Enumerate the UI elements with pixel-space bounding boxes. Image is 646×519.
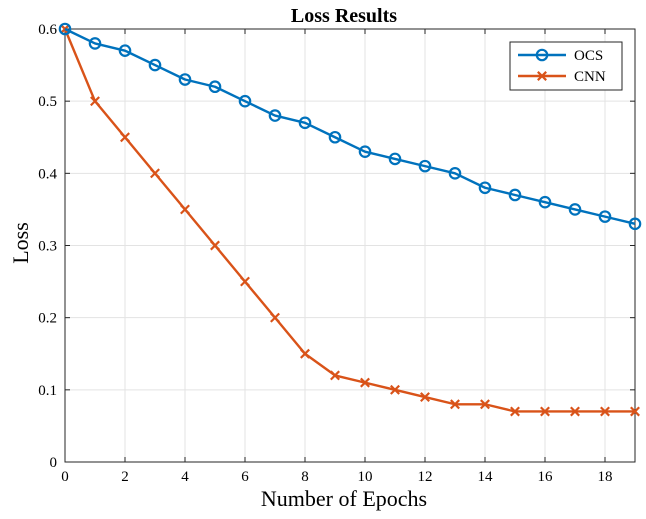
data-point-cnn-stroke-b [210, 240, 220, 251]
data-point-ocs [598, 210, 612, 223]
data-point-ocs [328, 130, 342, 144]
data-point-ocs [88, 37, 102, 50]
data-point-ocs [208, 80, 222, 94]
y-axis-label: Loss [8, 222, 33, 264]
legend: OCS CNN [509, 41, 623, 91]
data-point-ocs [298, 116, 312, 130]
legend-entry-cnn [518, 71, 566, 81]
x-tick-label: 10 [358, 469, 373, 485]
data-point-cnn [390, 384, 400, 395]
data-point-cnn [270, 312, 280, 323]
data-point-cnn-stroke-b [120, 132, 130, 143]
x-tick-label: 0 [61, 469, 69, 485]
data-point-cnn [300, 348, 310, 359]
data-point-ocs [358, 145, 372, 158]
data-point-ocs [148, 58, 162, 72]
data-point-cnn [330, 370, 340, 381]
x-tick-label: 6 [241, 469, 249, 485]
data-point-ocs [238, 94, 252, 108]
grid-layer [64, 28, 635, 463]
data-point-cnn [420, 392, 430, 403]
data-point-cnn-stroke-b [180, 204, 190, 215]
y-tick-label: 0.3 [38, 239, 57, 255]
data-point-ocs [508, 188, 522, 202]
series-ocs [58, 22, 642, 231]
data-point-cnn [150, 168, 160, 179]
chart-title: Loss Results [291, 5, 397, 27]
data-point-cnn-stroke-b [540, 406, 550, 417]
series-layer [58, 22, 642, 417]
data-point-cnn-stroke-b [420, 392, 430, 403]
data-point-cnn-stroke-b [390, 384, 400, 395]
legend-label-ocs: OCS [574, 48, 603, 64]
data-point-ocs [268, 109, 282, 122]
data-point-cnn-stroke-b [600, 406, 610, 417]
data-point-cnn-stroke-b [240, 276, 250, 287]
y-tick-label: 0 [50, 455, 58, 471]
data-point-cnn-stroke-b [360, 377, 370, 388]
x-tick-label: 16 [538, 469, 554, 485]
data-point-cnn [120, 132, 130, 143]
data-point-cnn-stroke-b [450, 399, 460, 410]
legend-marker-cnn-stroke-b [537, 71, 547, 81]
data-point-cnn [510, 406, 520, 417]
data-point-cnn [450, 399, 460, 410]
data-point-ocs [118, 44, 132, 57]
data-point-cnn [90, 96, 100, 107]
data-point-cnn [540, 406, 550, 417]
data-point-cnn [180, 204, 190, 215]
x-tick-label: 2 [121, 469, 129, 485]
data-point-cnn [630, 406, 640, 417]
x-axis-label: Number of Epochs [261, 486, 427, 511]
data-point-cnn-stroke-b [330, 370, 340, 381]
legend-box [509, 41, 623, 91]
data-point-cnn [240, 276, 250, 287]
data-point-ocs [568, 203, 582, 216]
x-tick-label: 8 [301, 469, 309, 485]
data-point-cnn-stroke-b [570, 406, 580, 417]
x-tick-label: 14 [478, 469, 494, 485]
x-tick-label: 18 [598, 469, 613, 485]
data-point-cnn-stroke-b [300, 348, 310, 359]
y-tick-label: 0.6 [38, 22, 57, 38]
data-point-cnn-stroke-b [480, 399, 490, 410]
data-point-cnn [360, 377, 370, 388]
data-point-ocs [478, 181, 492, 195]
legend-marker-ocs [535, 48, 549, 62]
legend-marker-cnn [537, 71, 547, 81]
data-point-ocs [628, 217, 642, 231]
data-point-cnn [480, 399, 490, 410]
data-point-cnn-stroke-b [150, 168, 160, 179]
data-point-ocs [448, 167, 462, 180]
data-point-ocs [58, 22, 72, 36]
data-point-cnn-stroke-b [630, 406, 640, 417]
legend-entry-ocs [518, 48, 566, 62]
data-point-cnn [600, 406, 610, 417]
data-point-cnn-stroke-b [270, 312, 280, 323]
tick-layer: 0 2 4 6 8 10 12 14 16 18 0 0.1 0.2 0.3 0.4 0.5 0.6 [38, 22, 635, 485]
legend-label-cnn: CNN [574, 69, 606, 85]
data-point-ocs [388, 152, 402, 166]
series-line-cnn [63, 28, 635, 413]
series-cnn [60, 24, 640, 417]
data-point-ocs [538, 195, 552, 209]
data-point-cnn [210, 240, 220, 251]
y-tick-label: 0.4 [38, 166, 57, 182]
data-point-cnn-stroke-b [90, 96, 100, 107]
x-tick-label: 4 [181, 469, 189, 485]
data-point-ocs [178, 73, 192, 86]
data-point-cnn [570, 406, 580, 417]
data-point-cnn-stroke-b [510, 406, 520, 417]
x-tick-label: 12 [418, 469, 433, 485]
y-tick-label: 0.5 [38, 94, 57, 110]
y-tick-label: 0.2 [38, 311, 57, 327]
data-point-ocs [418, 159, 432, 173]
y-tick-label: 0.1 [38, 383, 57, 399]
